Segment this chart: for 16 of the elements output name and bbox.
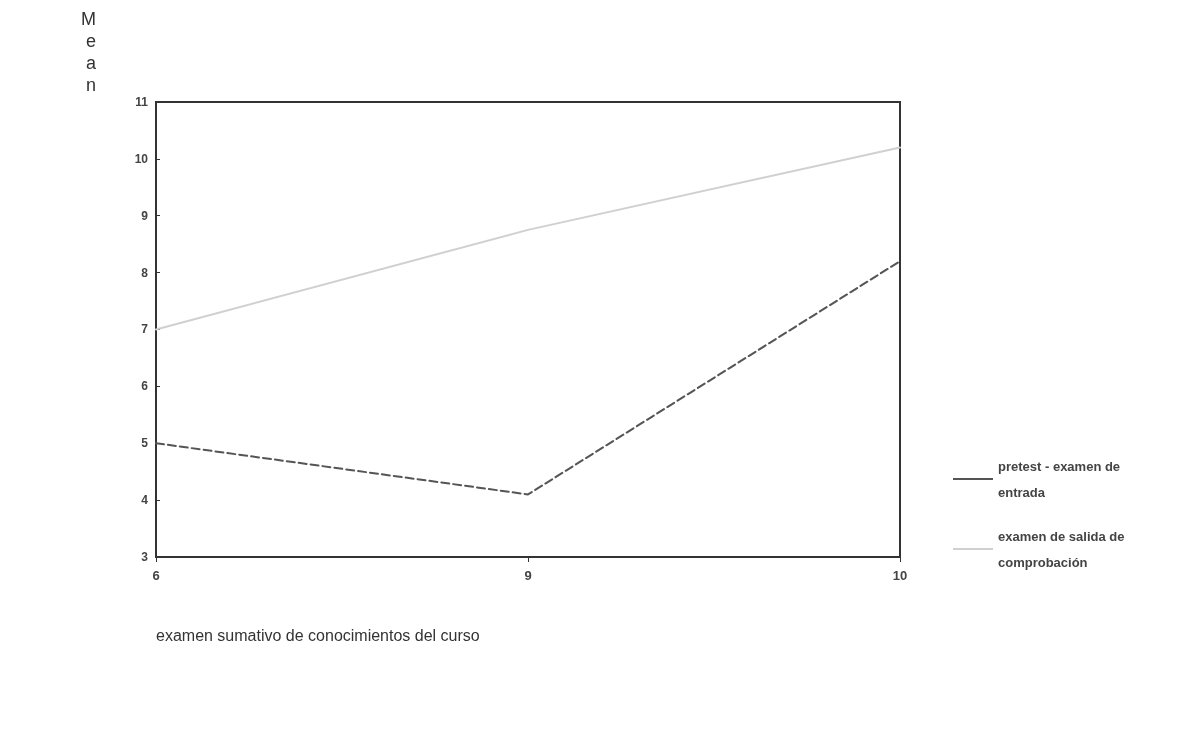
y-tick-label: 6: [141, 379, 149, 394]
y-tick-label: 10: [134, 151, 149, 166]
y-axis-title: Mean: [81, 9, 97, 95]
y-tick-label: 11: [135, 94, 149, 109]
x-axis-title: examen sumativo de conocimientos del curso: [156, 626, 480, 644]
y-tick-label: 7: [141, 322, 149, 337]
y-tick-label: 9: [141, 208, 149, 223]
y-tick-label: 4: [141, 493, 149, 508]
y-tick-label: 3: [141, 550, 149, 564]
y-tick-label: 8: [141, 265, 149, 280]
legend-label: examen de salida de comprobación: [998, 528, 1129, 570]
legend-label: pretest - examen de entrada: [998, 458, 1124, 500]
x-tick-label: 6: [152, 568, 160, 583]
y-tick-label: 5: [141, 436, 149, 451]
x-tick-label: 10: [892, 568, 908, 583]
x-tick-label: 9: [524, 568, 532, 583]
